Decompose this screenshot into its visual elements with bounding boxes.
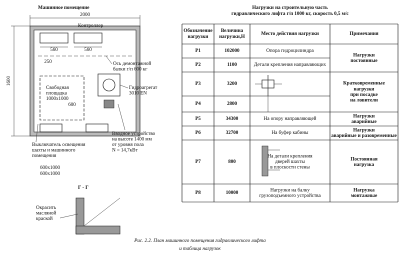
load-place: Нагрузки на балку bbox=[270, 188, 310, 193]
figure-caption: Рис. 2.2. План машинного помещения гидра… bbox=[133, 239, 266, 244]
beam-axis-note: Ось демонтажной bbox=[113, 62, 152, 67]
load-place: На опору направляющей bbox=[264, 117, 317, 122]
load-note: нагрузка bbox=[354, 163, 375, 168]
load-note: постоянные bbox=[351, 59, 379, 64]
figure-caption: и таблица нагрузок bbox=[179, 247, 221, 252]
table-header: нагрузки,Н bbox=[219, 35, 245, 40]
load-place: На буфер кабины bbox=[272, 131, 309, 136]
load-note: аварийные bbox=[351, 120, 377, 125]
table-header: Величина bbox=[221, 29, 244, 34]
load-value: 1100 bbox=[227, 63, 237, 68]
controller-label: Контроллер bbox=[78, 24, 104, 29]
table-title: Нагрузки на строительную часть bbox=[252, 6, 328, 11]
switch-note: Выключатель освещения bbox=[32, 143, 86, 148]
inlet-note: на высоте 1400 мм bbox=[112, 138, 153, 143]
width-dim: 2000 bbox=[80, 13, 91, 18]
load-note: аварийные и разовременные bbox=[331, 134, 397, 139]
load-id: P2 bbox=[195, 63, 201, 68]
load-id: P6 bbox=[195, 131, 201, 136]
load-note: при посадке bbox=[350, 93, 378, 98]
load-note: Нагрузка bbox=[353, 188, 375, 193]
load-value: 32700 bbox=[226, 131, 239, 136]
plan-title: Машинное помещение bbox=[38, 6, 90, 11]
load-id: P7 bbox=[195, 160, 201, 165]
load-id: P3 bbox=[195, 82, 201, 87]
load-value: 10000 bbox=[226, 191, 239, 196]
load-note: Нагрузки bbox=[353, 128, 375, 133]
opening-label: 600х1000 bbox=[40, 172, 61, 177]
load-note: Постоянная bbox=[350, 157, 377, 162]
beam-axis-note: балки г/п 600 кг bbox=[113, 68, 147, 73]
switch-note: помещения bbox=[32, 154, 57, 159]
load-id: P8 bbox=[195, 191, 201, 196]
table-header: Место действия нагрузки bbox=[261, 32, 319, 37]
table bbox=[181, 23, 399, 203]
load-id: P5 bbox=[195, 117, 201, 122]
load-note: монтажные bbox=[351, 194, 378, 199]
load-place: На детали крепления bbox=[268, 155, 314, 160]
inlet-note: Вводное устройство bbox=[112, 132, 156, 137]
inlet-note: N = 14,7кВт bbox=[112, 149, 138, 154]
inlet-note: от уровня пола bbox=[112, 143, 145, 148]
load-place: в плоскости стены bbox=[270, 166, 310, 171]
load-value: 34300 bbox=[226, 117, 239, 122]
plan-drawing bbox=[11, 15, 141, 235]
dim-label: 250 bbox=[44, 60, 52, 65]
table-header: Примечания bbox=[350, 32, 379, 37]
load-id: P4 bbox=[195, 102, 201, 107]
height-dim: 1600 bbox=[7, 76, 12, 87]
load-place: Детали крепления направляющих bbox=[254, 63, 327, 68]
paint-note: масляной bbox=[36, 212, 57, 217]
load-place: дверей шахты bbox=[275, 160, 305, 165]
paint-note: Окрасить bbox=[36, 206, 57, 211]
load-value: 3200 bbox=[227, 82, 238, 87]
load-id: P1 bbox=[195, 49, 201, 54]
switch-note: шахты и машинного bbox=[32, 149, 76, 154]
dim-label: 560 bbox=[50, 48, 58, 53]
load-value: 102000 bbox=[225, 49, 241, 54]
load-place: Опора гидроцилиндра bbox=[266, 49, 314, 54]
dim-label: 600 bbox=[68, 103, 76, 108]
free-area-label: площадка bbox=[46, 92, 68, 97]
load-note: Кратковременные bbox=[343, 82, 385, 87]
paint-note: краской bbox=[36, 217, 53, 222]
table-header: Обозначение bbox=[183, 29, 213, 34]
opening-label: 600х1000 bbox=[40, 166, 61, 171]
hydro-unit-label: 3010 EN bbox=[129, 92, 147, 97]
table-title: гидравлического лифта г/п 1000 кг, скоро… bbox=[231, 12, 349, 17]
load-value: 800 bbox=[228, 160, 236, 165]
load-place: грузоподъемного устройства bbox=[259, 194, 321, 199]
hydro-unit-label: Гидроагрегат bbox=[129, 86, 158, 91]
load-note: на ловители bbox=[350, 99, 378, 104]
section-title: Г - Г bbox=[78, 186, 89, 191]
table-header: нагрузки bbox=[188, 35, 209, 40]
load-sketches bbox=[255, 75, 282, 177]
load-note: Нагрузки bbox=[353, 114, 375, 119]
free-area-label: Свободная bbox=[46, 86, 70, 91]
dim-label: 560 bbox=[84, 48, 92, 53]
load-note: нагрузки bbox=[354, 87, 375, 92]
load-value: 2800 bbox=[227, 102, 238, 107]
free-area-label: 1000х1000 bbox=[46, 97, 69, 102]
load-note: Нагрузки bbox=[353, 53, 375, 58]
